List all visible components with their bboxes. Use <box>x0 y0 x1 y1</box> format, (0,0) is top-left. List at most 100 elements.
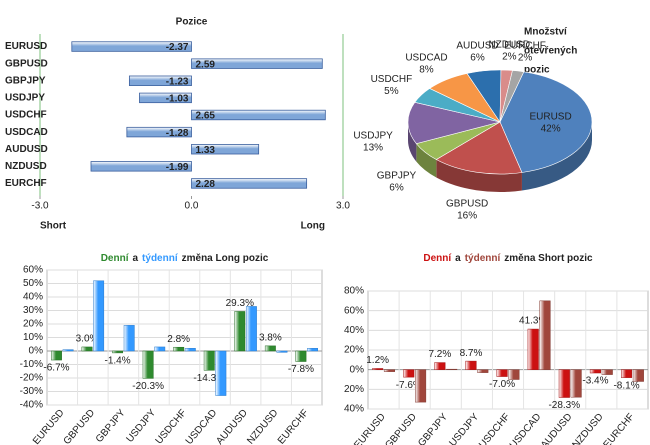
y-tick-label: 10% <box>23 332 43 343</box>
bar <box>372 368 384 370</box>
pie-slice <box>499 70 525 123</box>
value-label: -6.7% <box>43 363 69 374</box>
bar <box>128 75 192 86</box>
value-label: 1.2% <box>366 355 389 366</box>
value-label: 2.28 <box>196 179 216 190</box>
bar <box>173 346 185 352</box>
title-part: a <box>132 253 138 264</box>
bar <box>601 369 613 375</box>
value-label: 29.3% <box>226 298 254 309</box>
slice-name: EURUSD <box>529 111 571 122</box>
value-label: -1.4% <box>105 356 131 367</box>
category-label: EURCHF <box>5 178 47 189</box>
y-tick-label: 30% <box>23 305 43 316</box>
bar <box>234 311 246 352</box>
y-tick-label: -10% <box>20 359 43 370</box>
bar <box>264 345 276 352</box>
value-label: -1.99 <box>166 162 189 173</box>
category-label: GBPJPY <box>5 75 46 86</box>
x-tick-label: NZDUSD <box>570 412 605 445</box>
x-tick-label: 0.0 <box>185 201 199 212</box>
bar <box>570 369 582 398</box>
x-tick-label: -3.0 <box>31 201 49 212</box>
slice-label: GBPJPY 6% <box>377 170 417 193</box>
value-label: 2.65 <box>196 111 216 122</box>
value-label: 3.0% <box>76 334 99 345</box>
value-label: -1.03 <box>166 94 189 105</box>
title-part: týdenní <box>465 253 502 264</box>
bar <box>465 360 477 370</box>
value-label: -1.28 <box>166 128 189 139</box>
slice-value: 13% <box>363 142 383 153</box>
bar <box>508 369 520 380</box>
title-part: týdenní <box>142 253 179 264</box>
slice-name: GBPJPY <box>377 170 417 181</box>
pie-side <box>436 159 522 192</box>
bar <box>295 350 307 362</box>
slice-value: 42% <box>541 123 561 134</box>
bar <box>527 328 539 370</box>
slice-name: USDJPY <box>353 130 393 141</box>
value-label: 2.8% <box>167 334 190 345</box>
slice-label: EURUSD 42% <box>529 111 571 134</box>
bar <box>632 369 644 382</box>
y-tick-label: 50% <box>23 278 43 289</box>
chart-title: otevřených <box>524 46 577 57</box>
x-tick-label: GBPJPY <box>416 411 450 445</box>
title-part: změna Long pozic <box>182 253 269 264</box>
x-tick-label: GBPUSD <box>383 412 419 445</box>
pie-slice <box>435 121 523 175</box>
bar <box>539 300 551 370</box>
y-tick-label: 0% <box>350 364 365 375</box>
category-label: NZDUSD <box>5 161 47 172</box>
category-label: USDJPY <box>5 93 45 104</box>
title-part: změna Short pozic <box>504 253 593 264</box>
y-tick-label: 20% <box>344 384 364 395</box>
bar <box>112 350 124 354</box>
slice-value: 6% <box>389 182 404 193</box>
category-label: USDCHF <box>5 110 47 121</box>
value-label: 2.59 <box>196 59 216 70</box>
category-label: GBPUSD <box>5 58 48 69</box>
bar <box>589 369 601 374</box>
chart-title: pozic <box>524 65 550 76</box>
value-label: -7.6% <box>396 380 422 391</box>
value-label: -3.4% <box>582 376 608 387</box>
y-tick-label: 40% <box>344 404 364 415</box>
value-label: -7.0% <box>489 379 515 390</box>
chart-title: Denní a týdenní změna Short pozic <box>423 253 593 264</box>
bar <box>51 350 62 361</box>
slice-value: 2% <box>518 52 533 63</box>
bar <box>191 144 260 155</box>
value-label: 3.8% <box>259 333 282 344</box>
slice-label: AUDUSD 6% <box>456 40 498 63</box>
value-label: -2.37 <box>166 42 189 53</box>
bar <box>307 348 318 352</box>
value-label: 8.7% <box>460 348 483 359</box>
bar <box>139 92 192 104</box>
slice-name: NZDUSD <box>488 39 530 50</box>
bar <box>191 58 323 69</box>
slice-value: 2% <box>502 51 517 62</box>
value-label: -20.3% <box>132 381 164 392</box>
y-tick-label: 40% <box>23 292 43 303</box>
bar <box>434 362 446 370</box>
category-label: USDCAD <box>5 127 48 138</box>
slice-name: USDCHF <box>371 73 413 84</box>
bar <box>126 126 192 138</box>
bar <box>62 349 74 352</box>
slice-label: EURCHF 2% <box>504 40 546 63</box>
pie-side <box>521 122 592 191</box>
category-label: AUDUSD <box>5 144 48 155</box>
value-label: 41.3% <box>519 316 547 327</box>
bar <box>154 346 166 352</box>
value-label: -8.1% <box>613 380 639 391</box>
bar <box>620 369 633 378</box>
slice-label: USDJPY 13% <box>353 130 393 153</box>
bar <box>191 109 326 121</box>
y-tick-label: -30% <box>20 386 43 397</box>
slice-name: EURCHF <box>504 40 546 51</box>
bar <box>191 178 308 189</box>
title-part: Denní <box>423 253 452 264</box>
slice-label: NZDUSD 2% <box>488 39 530 62</box>
